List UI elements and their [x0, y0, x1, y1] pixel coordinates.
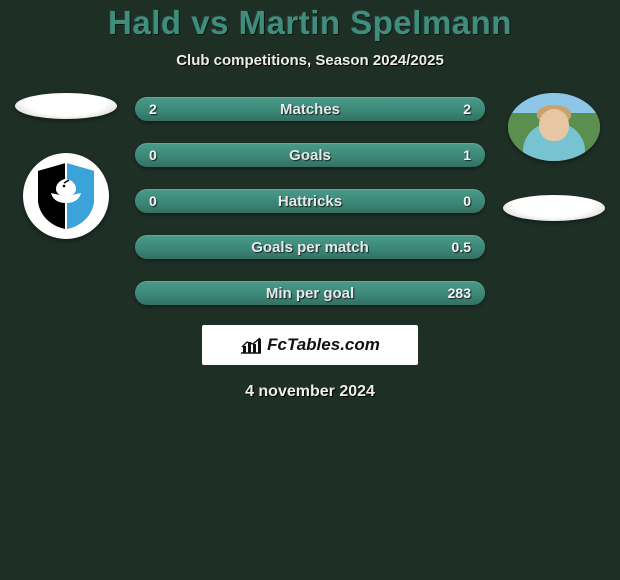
stat-label: Goals	[289, 147, 331, 164]
comparison-card: Hald vs Martin Spelmann Club competition…	[0, 0, 620, 401]
stat-row: 0 Hattricks 0	[135, 189, 485, 213]
right-player-avatar	[508, 93, 600, 161]
stat-right-value: 1	[463, 147, 471, 163]
page-title: Hald vs Martin Spelmann	[0, 4, 620, 42]
stat-left-value: 0	[149, 147, 157, 163]
right-column	[503, 93, 605, 221]
stat-label: Hattricks	[278, 193, 342, 210]
left-club-badge	[23, 153, 109, 239]
stat-left-value: 2	[149, 101, 157, 117]
club-shield-icon	[34, 161, 98, 231]
stat-right-value: 0	[463, 193, 471, 209]
stat-row: 2 Matches 2	[135, 97, 485, 121]
stat-label: Matches	[280, 101, 340, 118]
right-placeholder-oval	[503, 195, 605, 221]
stat-label: Goals per match	[251, 239, 369, 256]
date-label: 4 november 2024	[0, 383, 620, 401]
page-subtitle: Club competitions, Season 2024/2025	[0, 52, 620, 69]
stat-row: Min per goal 283	[135, 281, 485, 305]
branding-label: FcTables.com	[267, 335, 380, 355]
left-column	[15, 93, 117, 239]
stat-row: Goals per match 0.5	[135, 235, 485, 259]
main-row: 2 Matches 2 0 Goals 1 0 Hattricks 0 Goal…	[0, 93, 620, 305]
stat-right-value: 2	[463, 101, 471, 117]
stat-left-value: 0	[149, 193, 157, 209]
left-placeholder-oval	[15, 93, 117, 119]
stat-right-value: 283	[448, 285, 471, 301]
stat-right-value: 0.5	[452, 239, 471, 255]
bar-chart-icon	[240, 336, 262, 354]
branding-pill: FcTables.com	[202, 325, 418, 365]
stat-label: Min per goal	[266, 285, 354, 302]
stats-column: 2 Matches 2 0 Goals 1 0 Hattricks 0 Goal…	[135, 93, 485, 305]
stat-row: 0 Goals 1	[135, 143, 485, 167]
